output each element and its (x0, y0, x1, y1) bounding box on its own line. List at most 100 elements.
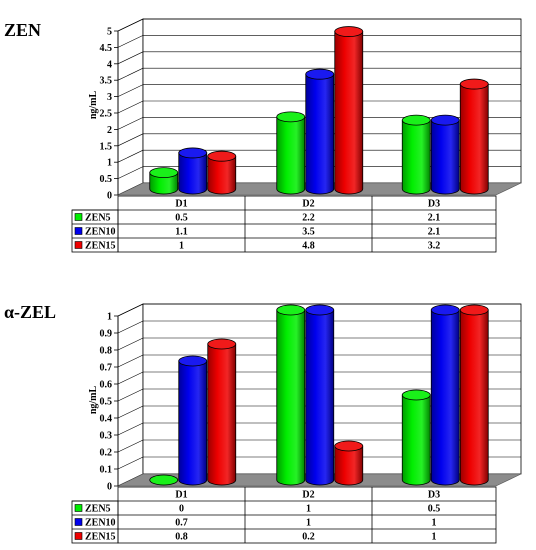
table-cell-value: 0.5 (428, 504, 441, 515)
table-cell-value: 2.1 (428, 227, 441, 238)
bar-zen15-d1 (207, 338, 237, 486)
y-tick-label: 5 (107, 27, 112, 38)
bar-top (401, 389, 431, 401)
legend-label: ZEN10 (85, 227, 116, 238)
table-cell-value: 3.5 (302, 227, 315, 238)
y-axis-label: ng/mL (88, 91, 99, 120)
bar-top (401, 114, 431, 126)
x-category-label: D3 (428, 199, 440, 210)
gridline-side (117, 100, 144, 114)
y-tick-label: 4.5 (100, 43, 113, 54)
y-tick-label: 3 (107, 92, 112, 103)
legend-swatch (74, 504, 83, 512)
table-cell-value: 1.1 (175, 227, 188, 238)
table-cell-value: 1 (306, 518, 311, 529)
bar-top (276, 111, 306, 123)
bar-body (276, 309, 306, 486)
bar-body (178, 152, 208, 195)
y-tick-label: 1 (107, 312, 112, 323)
gridline-side (117, 133, 144, 147)
bar-body (401, 394, 431, 486)
y-tick-label: 0.1 (100, 465, 113, 476)
gridline-side (117, 149, 144, 163)
bar-zen10-d3 (430, 114, 460, 195)
bar-top (276, 304, 306, 316)
y-tick-label: 0.4 (100, 414, 113, 425)
bar-zen5-d3 (401, 389, 431, 486)
bar-zen5-d3 (401, 114, 431, 195)
table-cell-value: 4.8 (302, 241, 315, 252)
bar-zen15-d2 (334, 440, 364, 486)
bar-zen5-d1 (149, 474, 179, 486)
bar-zen10-d2 (305, 304, 335, 486)
y-tick-label: 1 (107, 158, 112, 169)
gridline-side (117, 354, 144, 368)
x-category-label: D3 (428, 490, 440, 501)
y-tick-label: 0.5 (100, 397, 113, 408)
bar-top (178, 355, 208, 367)
bar-zen10-d1 (178, 355, 208, 486)
chart-title: ZEN (4, 20, 41, 40)
y-tick-label: 0.3 (100, 431, 113, 442)
gridline-side (117, 320, 144, 334)
bar-body (207, 343, 237, 486)
legend-swatch (74, 213, 83, 221)
bar-top (334, 440, 364, 452)
gridline-side (117, 303, 144, 317)
gridline-side (117, 67, 144, 81)
bar-top (430, 114, 460, 126)
gridline-side (117, 405, 144, 419)
bar-zen15-d2 (334, 26, 364, 195)
bar-top (149, 474, 179, 486)
bar-body (459, 83, 489, 195)
y-tick-label: 4 (107, 59, 112, 70)
legend-label: ZEN15 (85, 241, 116, 252)
bar-body (149, 172, 179, 195)
bar-body (430, 119, 460, 195)
y-tick-label: 1.5 (100, 141, 113, 152)
x-category-label: D1 (175, 199, 187, 210)
y-tick-label: 0.8 (100, 346, 113, 357)
y-tick-label: 0.9 (100, 329, 113, 340)
chart-panel-0: ZEN 0 0.5 1 1.5 2 2.5 3 3.5 4 4.5 5 ng/mL D1 D2 D3 ZEN5 0… (4, 18, 522, 253)
bar-body (305, 73, 335, 195)
table-cell-value: 0 (179, 504, 184, 515)
bar-body (178, 360, 208, 486)
bar-body (276, 116, 306, 195)
table-cell-value: 1 (306, 504, 311, 515)
bar-top (149, 167, 179, 179)
bar-top (305, 304, 335, 316)
bar-top (334, 26, 364, 37)
bar-top (207, 338, 237, 350)
legend-label: ZEN15 (85, 532, 116, 543)
bar-zen5-d2 (276, 304, 306, 486)
bar-zen10-d3 (430, 304, 460, 486)
gridline-side (117, 117, 144, 130)
y-tick-label: 0.5 (100, 174, 113, 185)
bar-zen15-d3 (459, 78, 489, 195)
legend-swatch (74, 241, 83, 249)
table-cell-value: 0.2 (302, 532, 315, 543)
table-cell-value: 1 (432, 532, 437, 543)
legend-label: ZEN5 (85, 213, 111, 224)
bar-body (305, 309, 335, 486)
legend-swatch (74, 532, 83, 540)
legend-swatch (74, 227, 83, 235)
y-tick-label: 2.5 (100, 109, 113, 120)
bar-top (459, 304, 489, 316)
y-tick-label: 0 (107, 191, 112, 202)
bar-zen5-d1 (149, 167, 179, 195)
y-tick-label: 0.6 (100, 380, 113, 391)
y-axis-label: ng/mL (88, 386, 99, 415)
y-tick-label: 0.2 (100, 448, 113, 459)
bar-body (334, 445, 364, 486)
table-cell-value: 0.5 (175, 213, 188, 224)
gridline-side (117, 84, 144, 97)
bar-zen10-d1 (178, 147, 208, 195)
table-cell-value: 1 (432, 518, 437, 529)
bar-zen15-d1 (207, 150, 237, 195)
table-cell-value: 0.7 (175, 518, 188, 529)
legend-label: ZEN5 (85, 504, 111, 515)
bar-zen15-d3 (459, 304, 489, 486)
bar-zen10-d2 (305, 68, 335, 195)
